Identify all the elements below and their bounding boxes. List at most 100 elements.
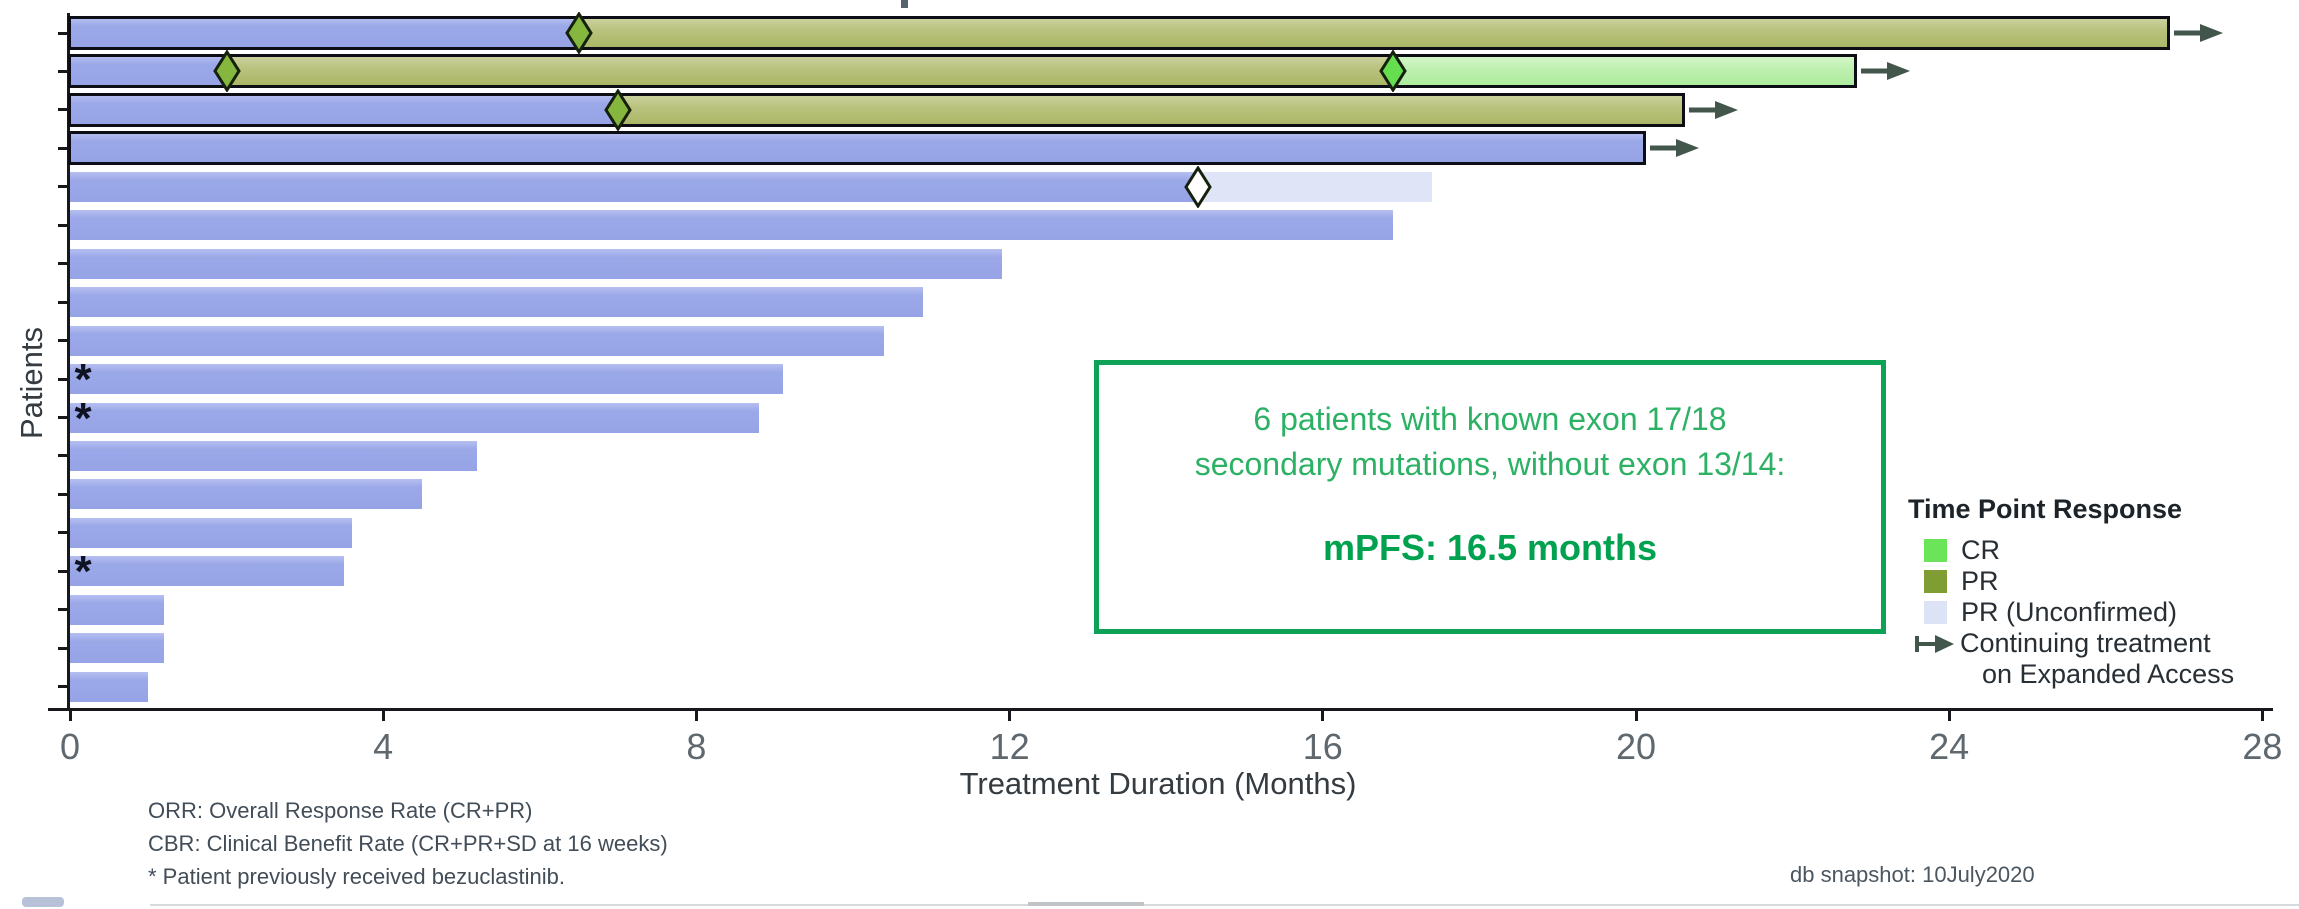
y-axis-tick — [58, 69, 67, 73]
prior-bezuclastinib-asterisk: * — [74, 547, 92, 597]
y-axis-tick — [58, 454, 67, 458]
annotation-line-2: secondary mutations, without exon 13/14: — [1194, 446, 1786, 482]
cropped-bottom-line — [150, 904, 2299, 906]
continuing-treatment-arrow — [1649, 139, 1699, 158]
x-axis-tick — [1634, 711, 1638, 721]
x-tick-label: 20 — [1615, 726, 1657, 767]
legend-item-cr: CR — [1908, 535, 2238, 566]
y-axis-tick — [58, 339, 67, 343]
legend-title: Time Point Response — [1908, 494, 2183, 524]
patient-bar-segment — [70, 402, 760, 433]
mpfs-value: mPFS: 16.5 months — [1322, 527, 1658, 568]
x-axis-title: Treatment Duration (Months) — [959, 766, 1357, 801]
patient-bar-segment — [70, 94, 619, 125]
y-axis-tick — [58, 569, 67, 573]
legend: Time Point Response CR PR PR (Unconfirme… — [1908, 494, 2238, 690]
response-diamond-marker — [565, 12, 593, 54]
y-axis-title: Patients — [14, 327, 49, 440]
patient-bar-segment — [618, 94, 1683, 125]
y-axis-tick — [58, 108, 67, 112]
footnote-orr: ORR: Overall Response Rate (CR+PR) — [148, 798, 533, 823]
db-snapshot-label: db snapshot: 10July2020 — [1790, 862, 2035, 887]
legend-label-cr: CR — [1961, 535, 2000, 565]
y-axis-tick — [58, 262, 67, 266]
legend-item-pr: PR — [1908, 566, 2238, 597]
continuing-treatment-arrow — [2174, 24, 2224, 42]
continuing-treatment-arrow — [1688, 100, 1738, 119]
x-axis-tick — [1321, 711, 1325, 721]
prior-bezuclastinib-asterisk: * — [74, 355, 92, 405]
response-diamond-marker — [1379, 50, 1408, 93]
patient-bar-segment — [70, 171, 1198, 202]
x-tick-label: 8 — [686, 726, 707, 767]
patient-bar-segment — [70, 210, 1394, 241]
y-axis-line — [67, 13, 70, 711]
pr-unconfirmed-swatch-icon — [1924, 601, 1947, 624]
y-axis-tick — [58, 377, 67, 381]
legend-item-continuing: Continuing treatment — [1908, 628, 2238, 659]
legend-item-pr-unconfirmed: PR (Unconfirmed) — [1908, 597, 2238, 628]
y-axis-tick — [58, 608, 67, 612]
patient-bar-segment — [70, 517, 352, 548]
y-axis-tick — [58, 31, 67, 35]
patient-bar-segment — [1393, 56, 1856, 87]
patient-bar-segment — [70, 287, 924, 318]
y-axis-tick — [58, 492, 67, 496]
patient-bar-segment — [70, 594, 164, 625]
response-diamond-marker — [1183, 165, 1212, 208]
patient-bar-segment — [70, 479, 423, 510]
x-tick-label: 16 — [1302, 726, 1343, 767]
patient-bar-outline — [68, 92, 1685, 127]
legend-label-continuing-2: on Expanded Access — [1982, 659, 2235, 689]
y-axis-tick — [58, 300, 67, 304]
response-diamond-marker — [604, 88, 632, 131]
y-axis-tick — [58, 531, 67, 535]
mpfs-annotation-box: 6 patients with known exon 17/18 seconda… — [1094, 360, 1886, 634]
y-axis-tick — [58, 146, 67, 150]
x-tick-label: 4 — [373, 726, 394, 767]
footnote-cbr: CBR: Clinical Benefit Rate (CR+PR+SD at … — [148, 831, 668, 856]
patient-bar-segment — [70, 440, 478, 471]
x-tick-label: 24 — [1929, 726, 1970, 767]
cropped-title-fragment — [901, 0, 908, 8]
x-axis-line — [48, 708, 2273, 711]
pr-swatch-icon — [1924, 570, 1947, 593]
patient-bar-segment — [226, 56, 1394, 87]
x-tick-label: 0 — [59, 726, 81, 767]
x-axis-tick — [1008, 711, 1012, 721]
x-axis-tick — [68, 711, 72, 721]
patient-bar-segment — [578, 18, 2169, 48]
continuing-treatment-arrow — [1861, 62, 1911, 81]
y-axis-tick — [58, 185, 67, 189]
legend-label-pr-unconfirmed: PR (Unconfirmed) — [1961, 597, 2178, 627]
patient-bar-segment — [70, 56, 227, 87]
x-axis-tick — [2260, 711, 2264, 721]
patient-bar-segment — [70, 133, 1644, 164]
cropped-bottom-dash — [1028, 902, 1144, 906]
y-axis-tick — [58, 685, 67, 689]
patient-bar-outline — [68, 131, 1646, 166]
annotation-line-1: 6 patients with known exon 17/18 — [1253, 401, 1727, 437]
patient-bar-segment — [70, 325, 885, 356]
prior-bezuclastinib-asterisk: * — [74, 393, 92, 443]
x-axis-tick — [381, 711, 385, 721]
cr-swatch-icon — [1924, 539, 1947, 562]
patient-bar-segment — [1197, 171, 1433, 202]
patient-bar-segment — [70, 248, 1002, 279]
legend-label-pr: PR — [1961, 566, 1999, 596]
footnote-asterisk: * Patient previously received bezuclasti… — [148, 864, 566, 889]
x-axis-tick — [694, 711, 698, 721]
patient-bar-outline — [68, 16, 2171, 50]
cropped-bottom-smudge — [22, 897, 64, 907]
patient-bar-outline — [68, 54, 1858, 89]
y-axis-tick — [58, 223, 67, 227]
patient-bar-segment — [70, 671, 149, 702]
y-axis-tick — [58, 646, 67, 650]
patient-bar-segment — [70, 633, 164, 664]
x-axis-tick — [1947, 711, 1951, 721]
x-tick-label: 28 — [2242, 726, 2283, 767]
legend-label-continuing-1: Continuing treatment — [1960, 628, 2211, 658]
patient-bar-segment — [70, 556, 345, 587]
